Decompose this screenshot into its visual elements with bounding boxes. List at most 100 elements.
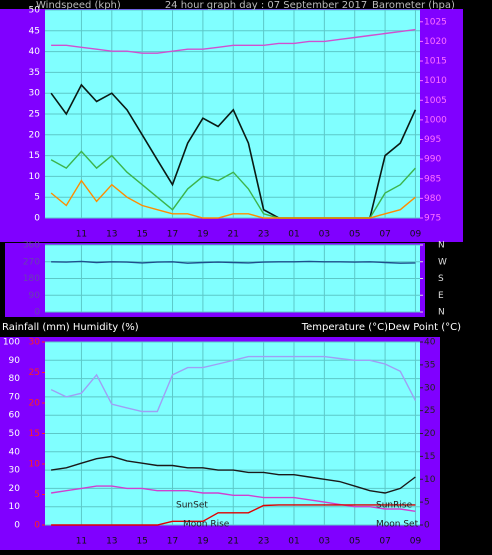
y-tick-label: 10 bbox=[29, 172, 41, 182]
y2-tick-label: N bbox=[438, 241, 445, 251]
x-tick-label: 01 bbox=[288, 230, 299, 240]
y-tick-label: 0 bbox=[34, 214, 40, 224]
x-tick-label: 15 bbox=[136, 537, 147, 547]
x-tick-label: 21 bbox=[228, 230, 239, 240]
series-line bbox=[50, 485, 416, 512]
x-tick-label: 11 bbox=[76, 230, 87, 240]
y3-tick-label: 0 bbox=[34, 521, 40, 531]
y-tick-label: 20 bbox=[9, 484, 21, 494]
x-tick-label: 21 bbox=[228, 537, 239, 547]
y2-tick-label: 975 bbox=[424, 214, 441, 224]
x-tick-label: 11 bbox=[76, 537, 87, 547]
y2-tick-label: 1005 bbox=[424, 96, 447, 106]
series-line bbox=[51, 260, 416, 264]
y-tick-label: 60 bbox=[9, 411, 21, 421]
y2-tick-label: N bbox=[438, 308, 445, 318]
y-tick-label: 40 bbox=[9, 447, 21, 457]
chart-title: 24 hour graph day : 07 September 2017 bbox=[165, 0, 367, 11]
x-tick-label: 19 bbox=[197, 230, 209, 240]
x-tick-label: 01 bbox=[288, 537, 299, 547]
y2-tick-label: 0 bbox=[424, 521, 430, 531]
x-tick-label: 09 bbox=[410, 537, 422, 547]
y2-tick-label: 25 bbox=[424, 406, 435, 416]
y3-tick-label: 15 bbox=[29, 429, 40, 439]
series-line bbox=[50, 355, 417, 413]
y3-tick-label: 5 bbox=[34, 490, 40, 500]
series-line bbox=[50, 179, 416, 219]
y-tick-label: 0 bbox=[14, 521, 20, 531]
y2-tick-label: 10 bbox=[424, 475, 436, 485]
y-tick-label: 360 bbox=[23, 241, 40, 251]
y-tick-label: 40 bbox=[29, 47, 41, 57]
y2-tick-label: 5 bbox=[424, 498, 430, 508]
y-tick-label: 90 bbox=[9, 356, 21, 366]
y-tick-label: 70 bbox=[9, 392, 21, 402]
y2-tick-label: 1000 bbox=[424, 115, 447, 125]
x-tick-label: 13 bbox=[106, 537, 117, 547]
y2-tick-label: S bbox=[438, 274, 444, 284]
y-tick-label: 30 bbox=[9, 466, 21, 476]
y3-tick-label: 25 bbox=[29, 368, 40, 378]
x-tick-label: 17 bbox=[167, 230, 178, 240]
y-tick-label: 100 bbox=[3, 338, 20, 348]
x-tick-label: 03 bbox=[319, 230, 330, 240]
y2-tick-label: 985 bbox=[424, 174, 441, 184]
x-tick-label: 07 bbox=[379, 230, 390, 240]
y-tick-label: 10 bbox=[9, 502, 21, 512]
x-tick-label: 05 bbox=[349, 230, 360, 240]
y2-tick-label: 40 bbox=[424, 338, 436, 348]
y3-tick-label: 10 bbox=[29, 460, 41, 470]
y2-tick-label: 980 bbox=[424, 194, 441, 204]
x-tick-label: 13 bbox=[106, 230, 117, 240]
y-tick-label: 20 bbox=[29, 130, 41, 140]
y-tick-label: 0 bbox=[34, 308, 40, 318]
y-tick-label: 90 bbox=[29, 291, 41, 301]
x-tick-label: 07 bbox=[379, 537, 390, 547]
x-tick-label: 05 bbox=[349, 537, 360, 547]
y2-tick-label: 1025 bbox=[424, 17, 447, 27]
y3-tick-label: 20 bbox=[29, 399, 41, 409]
y2-tick-label: 20 bbox=[424, 429, 436, 439]
y-tick-label: 5 bbox=[34, 193, 40, 203]
y-axis-title: Rainfall (mm) Humidity (%) bbox=[2, 322, 139, 333]
y-tick-label: 15 bbox=[29, 151, 40, 161]
y-tick-label: 50 bbox=[29, 6, 41, 16]
x-tick-label: 19 bbox=[197, 537, 209, 547]
y2-tick-label: E bbox=[438, 291, 444, 301]
series-line bbox=[51, 504, 416, 526]
annotation: SunSet bbox=[176, 501, 208, 511]
y-tick-label: 30 bbox=[29, 89, 41, 99]
y2-tick-label: 30 bbox=[424, 383, 436, 393]
y-tick-label: 180 bbox=[23, 274, 40, 284]
y2-tick-label: W bbox=[438, 257, 447, 267]
x-tick-label: 03 bbox=[319, 537, 330, 547]
y-tick-label: 25 bbox=[29, 110, 40, 120]
y2-tick-label: 1020 bbox=[424, 37, 447, 47]
y2-tick-label: 15 bbox=[424, 452, 435, 462]
annotation: Moon Rise bbox=[183, 520, 230, 530]
y-tick-label: 80 bbox=[9, 374, 21, 384]
y2-tick-label: 995 bbox=[424, 135, 441, 145]
y-tick-label: 35 bbox=[29, 68, 40, 78]
annotation: Moon Set bbox=[376, 520, 419, 530]
series-line bbox=[50, 455, 416, 494]
y2-tick-label: 35 bbox=[424, 360, 435, 370]
x-tick-label: 23 bbox=[258, 537, 269, 547]
y2-axis-title: Barometer (hpa) bbox=[372, 0, 455, 11]
y-tick-label: 270 bbox=[23, 257, 40, 267]
x-tick-label: 17 bbox=[167, 537, 178, 547]
y2-tick-label: 1010 bbox=[424, 76, 447, 86]
y3-tick-label: 30 bbox=[29, 338, 41, 348]
annotation: SunRise bbox=[376, 501, 413, 511]
x-tick-label: 09 bbox=[410, 230, 422, 240]
y2-axis-title: Temperature (°C)Dew Point (°C) bbox=[301, 322, 461, 333]
y-tick-label: 50 bbox=[9, 429, 21, 439]
x-tick-label: 15 bbox=[136, 230, 147, 240]
y-tick-label: 45 bbox=[29, 26, 40, 36]
y2-tick-label: 990 bbox=[424, 155, 441, 165]
y2-tick-label: 1015 bbox=[424, 57, 447, 67]
series-line bbox=[51, 28, 416, 54]
y-axis-title: Windspeed (kph) bbox=[36, 0, 121, 11]
x-tick-label: 23 bbox=[258, 230, 269, 240]
